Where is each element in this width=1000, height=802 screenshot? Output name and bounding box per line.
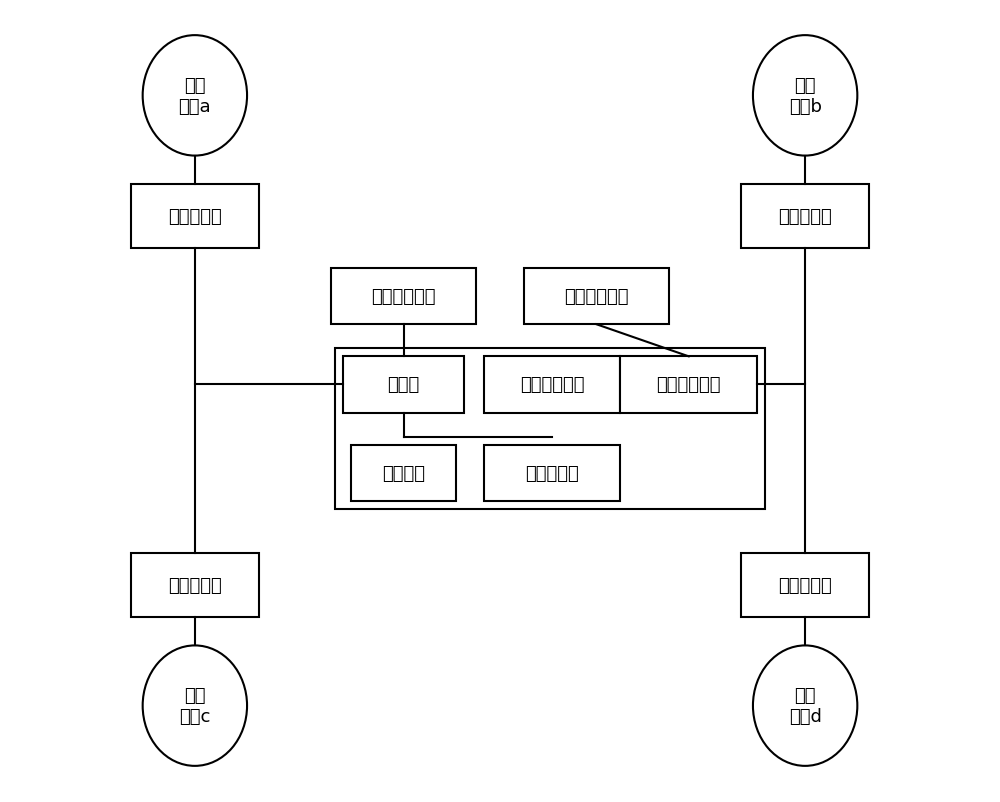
FancyBboxPatch shape xyxy=(524,269,669,325)
Ellipse shape xyxy=(143,36,247,156)
Text: 行走
电机a: 行走 电机a xyxy=(179,77,211,115)
FancyBboxPatch shape xyxy=(484,445,620,501)
Text: 电机驱动器: 电机驱动器 xyxy=(778,577,832,594)
FancyBboxPatch shape xyxy=(351,445,456,501)
FancyBboxPatch shape xyxy=(741,184,869,249)
FancyBboxPatch shape xyxy=(131,184,259,249)
Text: 电机驱动器: 电机驱动器 xyxy=(168,208,222,225)
Text: 旋转编码器: 旋转编码器 xyxy=(525,464,579,482)
Text: 行走
电机b: 行走 电机b xyxy=(789,77,822,115)
Ellipse shape xyxy=(143,646,247,766)
FancyBboxPatch shape xyxy=(484,357,620,413)
Text: 状态显示: 状态显示 xyxy=(382,464,425,482)
FancyBboxPatch shape xyxy=(343,357,464,413)
FancyBboxPatch shape xyxy=(131,553,259,618)
Text: 控制器: 控制器 xyxy=(388,376,420,394)
Text: 电机驱动器: 电机驱动器 xyxy=(168,577,222,594)
FancyBboxPatch shape xyxy=(331,269,476,325)
Text: 电机驱动器: 电机驱动器 xyxy=(778,208,832,225)
Text: 运动控制模块: 运动控制模块 xyxy=(520,376,584,394)
Text: 无线操作终端: 无线操作终端 xyxy=(564,288,629,306)
Ellipse shape xyxy=(753,646,857,766)
Text: 无线通讯模块: 无线通讯模块 xyxy=(656,376,721,394)
Ellipse shape xyxy=(753,36,857,156)
FancyBboxPatch shape xyxy=(741,553,869,618)
Text: 行走
电机d: 行走 电机d xyxy=(789,687,822,725)
Text: 行走
电机c: 行走 电机c xyxy=(179,687,211,725)
Text: 手持操作单元: 手持操作单元 xyxy=(371,288,436,306)
FancyBboxPatch shape xyxy=(620,357,757,413)
